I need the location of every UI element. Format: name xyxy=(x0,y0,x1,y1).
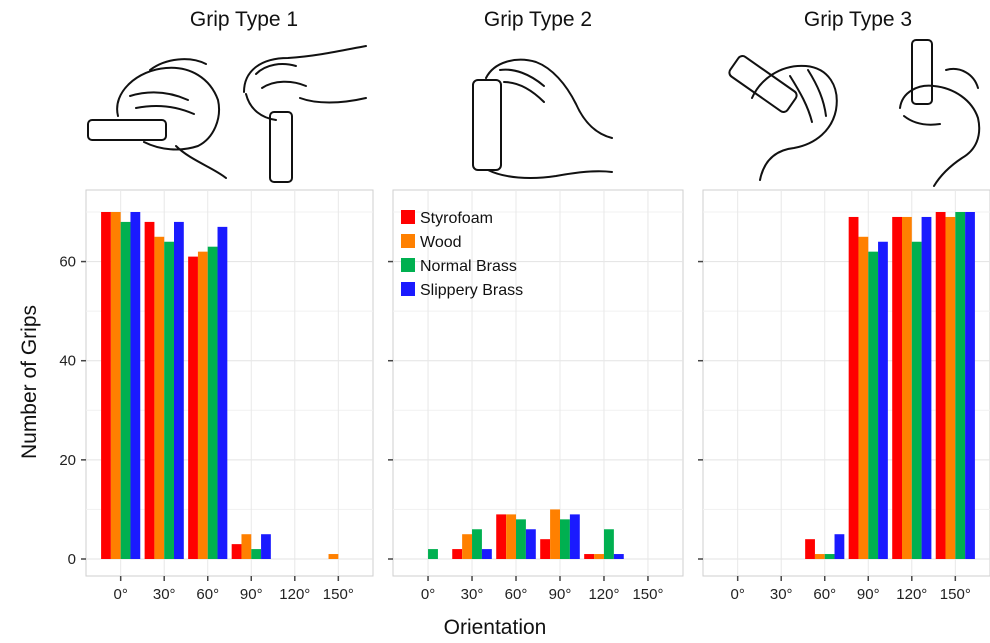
bar xyxy=(241,534,252,559)
legend: Styrofoam Wood Normal Brass Slippery Brass xyxy=(401,210,523,299)
grip-type-2-illustration xyxy=(472,58,613,179)
bar xyxy=(955,212,966,559)
x-tick-label: 90° xyxy=(549,586,572,603)
panel-title-grip-type-3: Grip Type 3 xyxy=(803,8,913,31)
bar xyxy=(848,216,859,559)
x-tick-label: 120° xyxy=(896,586,927,603)
bar xyxy=(805,539,815,559)
bar xyxy=(965,212,975,559)
x-tick-label: 120° xyxy=(588,586,619,603)
panel-3: 0° 30° 60° 90° 120° 150° xyxy=(698,189,990,603)
x-tick-label: 0° xyxy=(421,586,435,603)
panel-2: 0° 30° 60° 90° 120° 150° Styrofoam Wood Normal B… xyxy=(388,189,684,603)
bar xyxy=(594,554,604,559)
bar xyxy=(188,256,198,559)
bar xyxy=(516,519,526,559)
bar xyxy=(824,554,835,559)
grip-type-3-illustration xyxy=(728,39,981,187)
bar xyxy=(120,221,131,559)
panel-title-grip-type-1: Grip Type 1 xyxy=(189,8,299,31)
y-tick-label: 40 xyxy=(59,353,76,370)
bar xyxy=(462,534,473,559)
bar xyxy=(878,241,888,559)
bar xyxy=(550,509,560,559)
x-tick-label: 0° xyxy=(114,586,128,603)
legend-swatch xyxy=(401,258,415,272)
bar xyxy=(472,529,482,559)
bar xyxy=(834,534,845,559)
bar xyxy=(130,212,141,559)
legend-label: Wood xyxy=(420,234,462,251)
x-tick-label: 30° xyxy=(153,586,176,603)
bar xyxy=(569,514,580,559)
y-tick-label: 20 xyxy=(59,452,76,469)
bar xyxy=(251,549,262,559)
bar xyxy=(174,221,184,559)
panel-frame xyxy=(392,189,684,577)
legend-swatch xyxy=(401,210,415,224)
bar xyxy=(814,554,825,559)
x-tick-label: 60° xyxy=(196,586,219,603)
y-tick-label: 0 xyxy=(68,551,76,568)
bar xyxy=(110,212,121,559)
bar xyxy=(101,212,111,559)
grip-type-1-illustration xyxy=(87,45,367,183)
x-tick-label: 120° xyxy=(279,586,310,603)
x-tick-label: 150° xyxy=(632,586,663,603)
bar xyxy=(525,529,536,559)
bar xyxy=(144,221,155,559)
x-tick-label: 60° xyxy=(505,586,528,603)
x-tick-label: 30° xyxy=(461,586,484,603)
bar xyxy=(197,251,208,559)
bar xyxy=(935,212,946,559)
panel-1: 0° 30° 60° 90° 120° 150° 0 20 40 60 xyxy=(59,189,374,603)
bar xyxy=(452,549,463,559)
bar xyxy=(428,549,438,559)
legend-label: Styrofoam xyxy=(420,210,493,227)
bar xyxy=(858,236,869,560)
bar xyxy=(584,554,595,559)
bar xyxy=(868,251,879,559)
bar xyxy=(217,226,228,559)
bar xyxy=(892,216,902,559)
bar xyxy=(481,549,492,559)
bar xyxy=(164,241,175,559)
bar xyxy=(154,236,165,560)
x-tick-label: 30° xyxy=(770,586,793,603)
legend-label: Normal Brass xyxy=(420,258,517,275)
x-tick-label: 0° xyxy=(731,586,745,603)
bar xyxy=(559,519,570,559)
bar xyxy=(603,529,614,559)
bar xyxy=(921,216,932,559)
bar xyxy=(540,539,551,559)
x-axis-label: Orientation xyxy=(443,616,547,639)
bar xyxy=(231,544,242,559)
bar xyxy=(261,534,271,559)
bar xyxy=(945,216,956,559)
bar xyxy=(901,216,912,559)
legend-swatch xyxy=(401,234,415,248)
bar xyxy=(207,246,218,559)
x-tick-label: 60° xyxy=(813,586,836,603)
bar xyxy=(496,514,507,559)
x-tick-label: 150° xyxy=(323,586,354,603)
y-tick-label: 60 xyxy=(59,254,76,271)
bar xyxy=(328,554,339,559)
legend-label: Slippery Brass xyxy=(420,282,523,299)
panel-title-grip-type-2: Grip Type 2 xyxy=(483,8,593,31)
legend-swatch xyxy=(401,282,415,296)
bar xyxy=(506,514,517,559)
x-tick-label: 90° xyxy=(240,586,263,603)
x-tick-label: 90° xyxy=(857,586,880,603)
bar xyxy=(911,241,922,559)
x-tick-label: 150° xyxy=(940,586,971,603)
bar xyxy=(613,554,624,559)
